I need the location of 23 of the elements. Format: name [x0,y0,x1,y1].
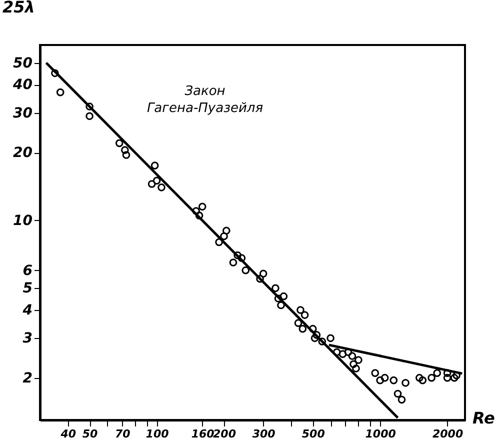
y-tick-label: 50 [13,55,33,72]
x-tick-label: 40 [60,428,76,440]
x-tick-label: 70 [115,428,131,440]
y-tick-label: 10 [13,212,33,229]
x-tick-label: 50 [82,428,98,440]
y-tick-label: 3 [22,330,32,347]
x-axis-title: Re [472,408,496,428]
y-tick-label: 30 [13,105,33,122]
y-tick-label: 6 [22,262,33,279]
y-tick-label: 40 [12,77,33,94]
x-tick-label: 100 [146,428,170,440]
y-tick-label: 4 [22,302,32,319]
x-tick-label: 200 [213,428,236,440]
y-tick-label: 5 [22,280,33,297]
x-tick-label: 500 [302,428,326,440]
y-axis-title: 25λ [2,0,35,16]
x-tick-label: 300 [252,428,276,440]
y-tick-label: 2 [22,370,32,386]
annotation: Закон Гагена-Пуазейля [146,84,264,116]
x-tick-label: 1000 [365,428,396,440]
x-tick-label: 160 [191,428,215,440]
y-tick-label: 20 [13,145,33,162]
x-tick-label: 2000 [432,428,464,440]
